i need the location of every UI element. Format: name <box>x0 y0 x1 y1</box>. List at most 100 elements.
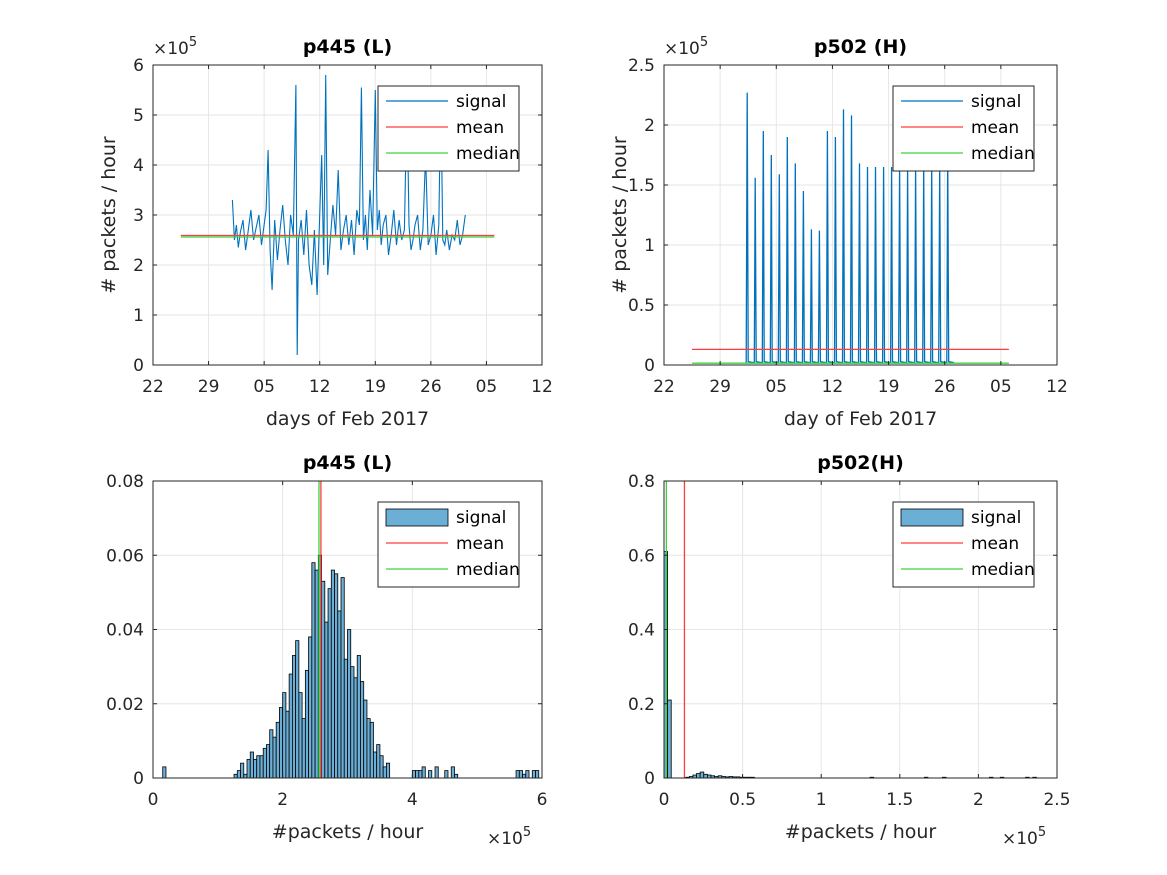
x-axis-label: day of Feb 2017 <box>784 408 937 430</box>
histogram-bar <box>282 692 287 778</box>
exponent-base: ×10 <box>664 39 700 59</box>
y-axis-label: # packets / hour <box>98 136 120 294</box>
legend-label-signal: signal <box>971 508 1021 528</box>
y-tick-label: 0.08 <box>106 472 144 492</box>
histogram-bar <box>262 747 267 778</box>
exponent-power: 5 <box>1038 825 1046 840</box>
histogram-bar <box>428 770 433 778</box>
y-tick-label: 0.5 <box>628 296 655 316</box>
histogram-bar <box>324 621 329 778</box>
y-tick-label: 2.5 <box>628 56 655 76</box>
x-tick-label: 12 <box>309 377 331 397</box>
legend-label-mean: mean <box>971 534 1019 554</box>
chart-p502_ts: 22 29 05 12 19 26 05 12 0 0.5 1 1.5 2 2.5 ×105 p502 (H)… <box>609 35 1068 430</box>
y-tick-label: 0.2 <box>628 695 655 715</box>
histogram-bar <box>304 669 310 778</box>
chart-title: p445 (L) <box>303 452 392 474</box>
exponent-power: 5 <box>523 825 531 840</box>
legend-swatch-signal <box>900 508 964 527</box>
y-tick-label: 2 <box>133 256 144 276</box>
legend-label-median: median <box>456 560 520 580</box>
histogram-bar <box>240 762 245 778</box>
legend-label-signal: signal <box>456 92 506 112</box>
y-tick-label: 1 <box>133 306 144 326</box>
x-tick-label: 19 <box>364 377 386 397</box>
legend-label-mean: mean <box>971 118 1019 138</box>
histogram-bar <box>444 770 449 778</box>
histogram-bar <box>385 762 391 778</box>
histogram-bar <box>703 773 708 778</box>
x-tick-label: 12 <box>531 377 553 397</box>
legend: signal mean median <box>892 501 1035 588</box>
chart-p445_hist: 0 2 4 6 0 0.02 0.04 0.06 0.08 ×105 p445 (L) #packet… <box>106 452 547 849</box>
histogram-bar <box>259 755 264 778</box>
histogram-bar <box>415 770 420 778</box>
y-axis-label: # packets / hour <box>609 136 631 294</box>
histogram-bar <box>279 707 284 778</box>
legend-swatch-signal <box>385 508 449 527</box>
histogram-bar <box>256 755 261 778</box>
chart-title: p502 (H) <box>814 36 907 58</box>
histogram-bar <box>308 636 313 778</box>
x-tick-label: 4 <box>407 790 418 810</box>
x-axis-label: #packets / hour <box>272 821 424 843</box>
x-tick-label: 22 <box>653 377 675 397</box>
y-tick-label: 0.8 <box>628 472 655 492</box>
legend-label-mean: mean <box>456 118 504 138</box>
x-tick-label: 26 <box>420 377 442 397</box>
histogram-bar <box>373 751 378 778</box>
histogram-bar <box>343 658 348 778</box>
legend: signal mean median <box>377 85 520 172</box>
exponent-base: ×10 <box>153 39 189 59</box>
x-tick-label: 05 <box>765 377 787 397</box>
histogram-bar <box>434 766 439 778</box>
histogram-bar <box>522 773 527 778</box>
histogram-bar <box>535 770 540 778</box>
histogram-bar <box>298 692 303 778</box>
histogram-bar <box>421 766 426 778</box>
histogram-bar <box>233 773 238 778</box>
histogram-bar <box>291 655 297 778</box>
histogram-bar <box>288 673 293 778</box>
x-tick-label: 05 <box>476 377 498 397</box>
y-tick-label: 4 <box>133 156 144 176</box>
x-tick-label: 22 <box>142 377 164 397</box>
x-tick-label: 12 <box>1046 377 1068 397</box>
y-tick-label: 1 <box>644 236 655 256</box>
plot-content <box>692 92 1009 364</box>
histogram-bar <box>515 770 520 778</box>
y-tick-label: 2 <box>644 116 655 136</box>
histogram-bar <box>369 721 374 778</box>
legend-label-signal: signal <box>456 508 506 528</box>
x-tick-label: 05 <box>990 377 1012 397</box>
x-tick-label: 0 <box>659 790 670 810</box>
histogram-bar <box>379 755 384 778</box>
chart-title: p445 (L) <box>303 36 392 58</box>
legend: signal mean median <box>377 501 520 588</box>
y-tick-label: 0.06 <box>106 546 144 566</box>
histogram-bar <box>272 736 277 778</box>
histogram-bar <box>243 773 248 778</box>
x-tick-label: 29 <box>709 377 731 397</box>
exponent-base: ×10 <box>487 829 523 849</box>
histogram-bar <box>301 718 306 778</box>
histogram-bar <box>350 666 355 778</box>
histogram-bar <box>327 588 332 778</box>
histogram-bar <box>337 610 342 778</box>
legend-box <box>892 85 1035 172</box>
histogram-bar <box>356 655 361 778</box>
histogram-bar <box>450 766 455 778</box>
histogram-bar <box>531 770 536 778</box>
histogram-bar <box>334 573 339 778</box>
histogram-bar <box>330 569 335 778</box>
histogram-bar <box>266 744 271 778</box>
y-tick-label: 0 <box>133 769 144 789</box>
legend-label-median: median <box>971 144 1035 164</box>
histogram-bar <box>347 629 352 778</box>
x-tick-label: 1 <box>816 790 827 810</box>
histogram-bar <box>696 773 701 778</box>
exponent-power: 5 <box>189 35 197 50</box>
x-tick-label: 19 <box>878 377 900 397</box>
histogram-bar <box>285 710 290 778</box>
